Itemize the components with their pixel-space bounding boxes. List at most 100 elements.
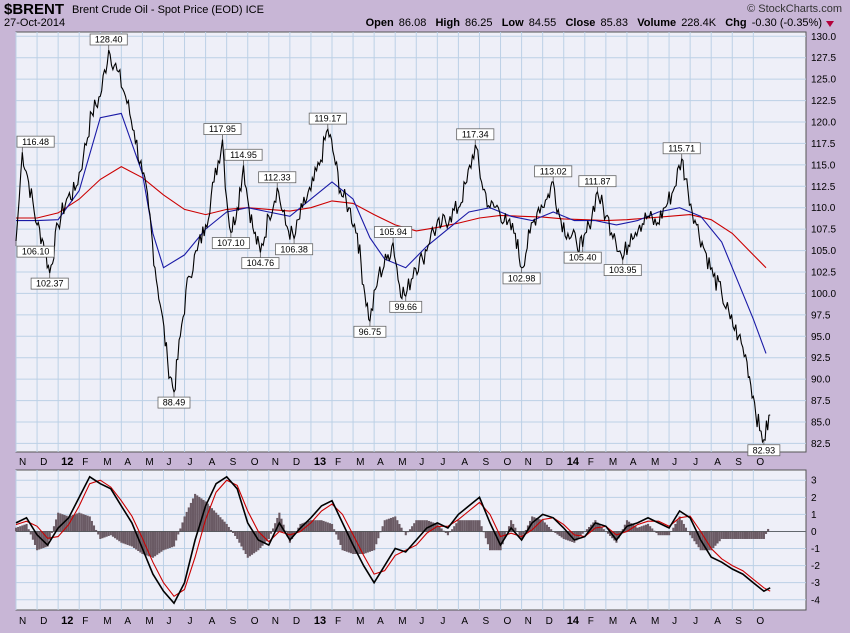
macd-histogram-bar [602, 529, 605, 532]
macd-histogram-bar [560, 531, 563, 538]
macd-histogram-bar [737, 531, 740, 539]
macd-histogram-bar [314, 520, 317, 532]
macd-histogram-bar [691, 531, 694, 539]
macd-histogram-bar [708, 531, 711, 551]
macd-histogram-bar [655, 531, 658, 533]
macd-histogram-bar [404, 531, 407, 536]
macd-histogram-bar [543, 522, 546, 532]
label-value: 104.76 [247, 258, 275, 268]
macd-histogram-bar [170, 531, 173, 548]
macd-histogram-bar [541, 520, 544, 532]
macd-x-month-label: M [356, 616, 364, 627]
macd-histogram-bar [398, 523, 401, 532]
price-x-month-label: N [525, 457, 532, 468]
macd-histogram-bar [640, 526, 643, 532]
macd-histogram-bar [522, 531, 525, 535]
label-box [211, 237, 250, 249]
macd-histogram-bar [59, 513, 62, 532]
macd-histogram-bar [746, 531, 749, 539]
macd-histogram-bar [240, 531, 243, 547]
macd-histogram-bar [594, 520, 597, 532]
price-x-month-label: M [145, 457, 153, 468]
label-box [502, 272, 541, 285]
macd-histogram-bar [451, 529, 454, 532]
label-box [353, 325, 387, 338]
volume-label: Volume [637, 17, 677, 29]
macd-histogram-bar [17, 526, 20, 532]
macd-histogram-bar [762, 531, 765, 539]
macd-histogram-bar [598, 524, 601, 532]
macd-histogram-bar [474, 520, 477, 532]
macd-histogram-bar [419, 520, 422, 532]
macd-histogram-bar [453, 526, 456, 532]
macd-histogram-bar [223, 521, 226, 532]
price-x-month-label: O [504, 457, 512, 468]
ohlc-summary: Open 86.08 High 86.25 Low 84.55 Close 85… [366, 17, 822, 29]
down-arrow-icon [826, 21, 834, 27]
macd-histogram-bar [767, 528, 770, 532]
macd-histogram-bar [160, 531, 163, 552]
macd-histogram-bar [550, 529, 553, 532]
label-value: 103.95 [609, 265, 637, 275]
macd-histogram-bar [446, 531, 449, 536]
macd-histogram-bar [198, 496, 201, 532]
macd-histogram-bar [476, 520, 479, 532]
macd-y-tick: -3 [811, 578, 820, 589]
macd-histogram-bar [44, 531, 47, 548]
macd-signal-line [15, 479, 771, 598]
macd-histogram-bar [36, 531, 39, 551]
price-x-month-label: D [40, 457, 47, 468]
price-x-month-label: J [440, 457, 445, 468]
price-x-month-label: A [209, 457, 216, 468]
macd-histogram-bar [484, 531, 487, 539]
macd-histogram-bar [651, 528, 654, 532]
macd-histogram-bar [573, 531, 576, 543]
price-y-tick: 122.5 [811, 96, 836, 107]
macd-histogram-bar [229, 529, 232, 532]
macd-histogram-bar [86, 515, 89, 532]
instrument-name: Brent Crude Oil - Spot Price (EOD) ICE [72, 4, 264, 16]
macd-x-month-label: A [714, 616, 721, 627]
label-value: 112.33 [264, 172, 291, 182]
macd-histogram-bar [421, 520, 424, 532]
macd-histogram-bar [320, 520, 323, 532]
macd-histogram-bar [244, 531, 247, 554]
macd-histogram-bar [259, 531, 262, 548]
macd-histogram-bar [663, 531, 666, 536]
macd-histogram-bar [301, 523, 304, 532]
low-label: Low [501, 17, 524, 29]
macd-histogram-bar [158, 531, 161, 554]
macd-x-month-label: F [82, 616, 88, 627]
macd-histogram-bar [15, 527, 18, 532]
macd-histogram-bar [162, 531, 165, 551]
label-value: 128.40 [95, 35, 123, 45]
macd-y-tick: 2 [811, 493, 817, 504]
price-extreme-label: 116.48 [16, 135, 55, 153]
macd-histogram-bar [352, 531, 355, 554]
macd-histogram-bar [701, 531, 704, 551]
macd-histogram-bar [695, 531, 698, 545]
label-box [603, 264, 642, 276]
macd-histogram-bar [362, 531, 365, 554]
macd-histogram-bar [65, 515, 68, 532]
macd-histogram-bar [173, 531, 176, 547]
macd-histogram-bar [676, 520, 679, 532]
macd-histogram-bar [341, 531, 344, 551]
macd-histogram-bar [109, 531, 112, 536]
macd-histogram-bar [716, 531, 719, 544]
macd-histogram-bar [312, 520, 315, 532]
macd-x-month-label: A [209, 616, 216, 627]
price-y-tick: 127.5 [811, 53, 836, 64]
macd-histogram-bar [752, 531, 755, 539]
price-x-month-label: J [419, 457, 424, 468]
macd-x-month-label: O [756, 616, 764, 627]
instrument-title: Brent Crude Oil - Spot Price (EOD) [72, 4, 243, 16]
macd-histogram-bar [375, 531, 378, 545]
macd-histogram-bar [438, 526, 441, 532]
label-value: 113.02 [540, 166, 567, 176]
macd-x-month-label: F [588, 616, 594, 627]
label-box [16, 245, 55, 258]
macd-histogram-bar [562, 531, 565, 539]
macd-y-tick: 1 [811, 510, 817, 521]
